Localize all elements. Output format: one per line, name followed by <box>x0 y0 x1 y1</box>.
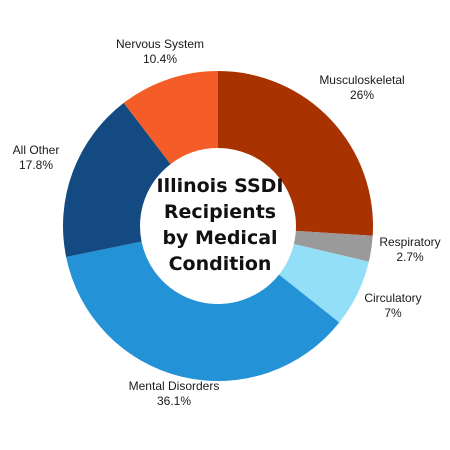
slice-circulatory <box>279 243 369 323</box>
chart-title-line-3: by Medical <box>162 227 278 249</box>
slices-group <box>63 71 373 381</box>
slice-label-nervous-system: Nervous System <box>116 37 204 51</box>
slice-value-circulatory: 7% <box>384 306 402 320</box>
slice-mental-disorders <box>66 241 340 381</box>
slice-musculoskeletal <box>218 71 373 236</box>
slice-value-musculoskeletal: 26% <box>350 88 374 102</box>
slice-nervous-system <box>123 71 218 165</box>
slice-value-nervous-system: 10.4% <box>143 52 177 66</box>
slice-label-all-other: All Other <box>13 143 60 157</box>
slice-value-all-other: 17.8% <box>19 158 53 172</box>
slice-value-mental-disorders: 36.1% <box>157 394 191 408</box>
chart-title-line-2: Recipients <box>163 201 277 223</box>
chart-title: Illinois SSDI Recipients by Medical Cond… <box>140 160 300 290</box>
slice-label-respiratory: Respiratory <box>379 235 440 249</box>
slice-label-mental-disorders: Mental Disorders <box>129 379 220 393</box>
slice-respiratory <box>293 230 373 262</box>
slice-value-respiratory: 2.7% <box>396 250 424 264</box>
chart-title-line-4: Condition <box>168 253 272 275</box>
chart-title-line-1: Illinois SSDI <box>156 175 284 197</box>
slice-all-other <box>63 102 171 257</box>
slice-label-circulatory: Circulatory <box>364 291 421 305</box>
slice-label-musculoskeletal: Musculoskeletal <box>319 73 404 87</box>
